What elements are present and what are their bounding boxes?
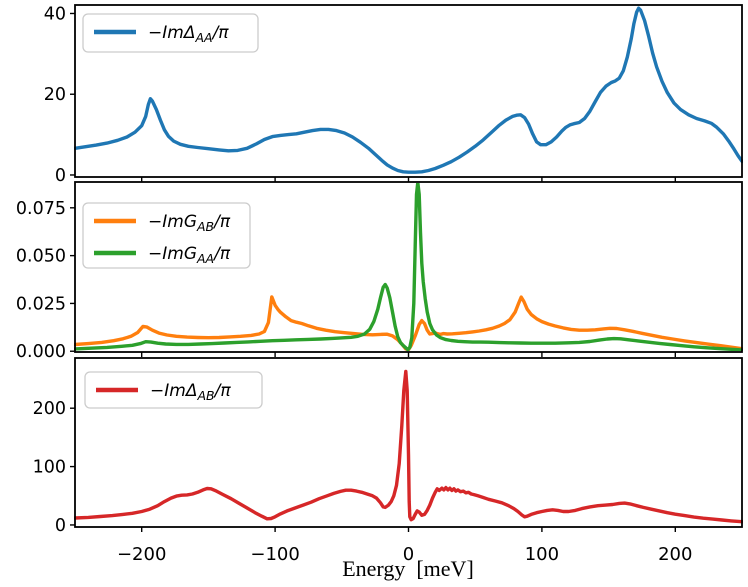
panel-bottom: −200 −100 0 100 200 0 100 200 −ImΔAB/π — [33, 357, 743, 565]
y-tick-label: 0.000 — [16, 342, 66, 362]
legend-label-ImDeltaAA: −ImΔAA/π — [148, 23, 229, 45]
y-tick-label: 40 — [44, 4, 66, 24]
subplots-group: 0 20 40 −ImΔAA/π 0.000 0.025 0.050 0.075 −ImGAB/… — [16, 4, 743, 565]
y-tick-label: 20 — [44, 85, 66, 105]
x-tick-label: −200 — [117, 544, 166, 565]
legend-label-ImGAA: −ImGAA/π — [148, 244, 231, 266]
curve-ImGAB — [74, 295, 743, 351]
y-tick-label: 0.075 — [16, 199, 66, 219]
legend-box — [84, 371, 263, 409]
panel-top: 0 20 40 −ImΔAA/π — [44, 4, 743, 186]
panel-frame — [74, 4, 743, 178]
x-tick-label: 200 — [658, 544, 692, 565]
curve-ImDeltaAA — [74, 6, 743, 174]
panel-middle: 0.000 0.025 0.050 0.075 −ImGAB/π −ImGAA/π — [16, 181, 743, 362]
x-tick-label: 0 — [403, 544, 414, 565]
y-tick-label: 0.050 — [16, 247, 66, 267]
x-tick-label: 100 — [525, 544, 559, 565]
panel-frame — [74, 181, 743, 353]
legend-label-ImDeltaAB: −ImΔAB/π — [150, 381, 231, 403]
y-tick-label: 0.025 — [16, 294, 66, 314]
y-tick-label: 100 — [33, 458, 66, 478]
legend-label-ImGAB: −ImGAB/π — [148, 212, 231, 234]
y-tick-label: 0 — [55, 516, 66, 536]
y-tick-label: 0 — [55, 166, 66, 186]
x-tick-label: −100 — [250, 544, 299, 565]
legend-box — [82, 13, 259, 53]
y-tick-label: 200 — [33, 399, 66, 419]
curve-ImDeltaAB — [74, 369, 743, 524]
x-axis-label: Energy [meV] — [342, 556, 474, 581]
curve-ImGAA — [74, 183, 743, 351]
panel-frame — [74, 357, 743, 528]
